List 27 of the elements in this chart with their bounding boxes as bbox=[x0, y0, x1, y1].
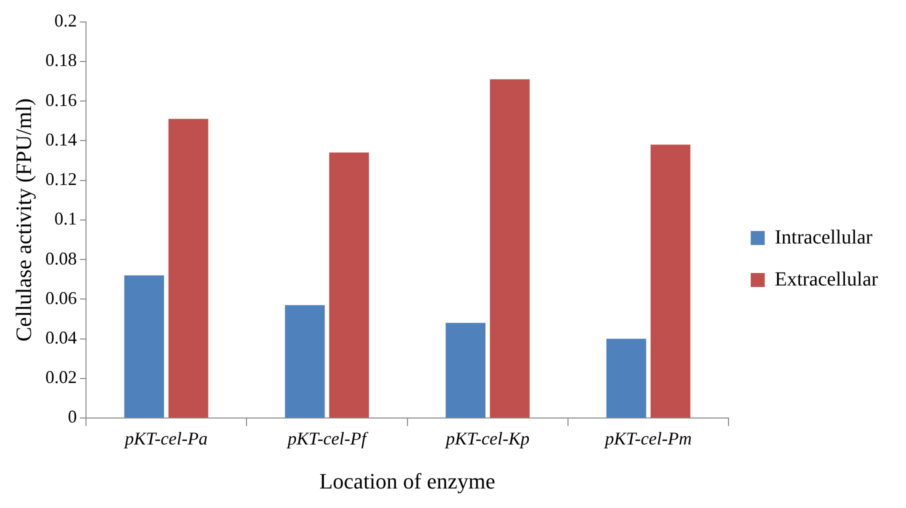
y-tick-label: 0.2 bbox=[54, 10, 77, 31]
bar bbox=[650, 144, 690, 418]
y-tick-label: 0.14 bbox=[45, 129, 77, 150]
y-tick-label: 0.04 bbox=[45, 327, 77, 348]
y-tick-label: 0.08 bbox=[45, 248, 77, 268]
y-axis-title: Cellulase activity (FPU/ml) bbox=[10, 98, 36, 342]
legend-label: Intracellular bbox=[774, 226, 873, 248]
bar bbox=[168, 118, 208, 418]
x-tick-label: pKT-cel-Pf bbox=[286, 428, 370, 449]
y-tick-label: 0.16 bbox=[45, 90, 77, 110]
bar bbox=[490, 79, 530, 418]
y-tick-label: 0.06 bbox=[45, 288, 77, 308]
y-tick-label: 0.1 bbox=[54, 208, 77, 229]
y-tick-label: 0.12 bbox=[45, 169, 77, 190]
bar bbox=[329, 152, 369, 418]
legend-label: Extracellular bbox=[774, 268, 878, 290]
y-tick-label: 0.18 bbox=[45, 50, 77, 70]
x-tick-label: pKT-cel-Pa bbox=[122, 428, 208, 449]
bar bbox=[606, 338, 646, 418]
bar bbox=[124, 275, 164, 418]
x-axis-title: Location of enzyme bbox=[319, 468, 496, 494]
x-tick-label: pKT-cel-Pm bbox=[603, 428, 692, 449]
y-tick-label: 0.02 bbox=[45, 367, 77, 388]
bar bbox=[284, 305, 325, 418]
x-tick-label: pKT-cel-Kp bbox=[444, 428, 530, 449]
bar bbox=[446, 322, 486, 418]
y-tick-label: 0 bbox=[68, 406, 77, 427]
